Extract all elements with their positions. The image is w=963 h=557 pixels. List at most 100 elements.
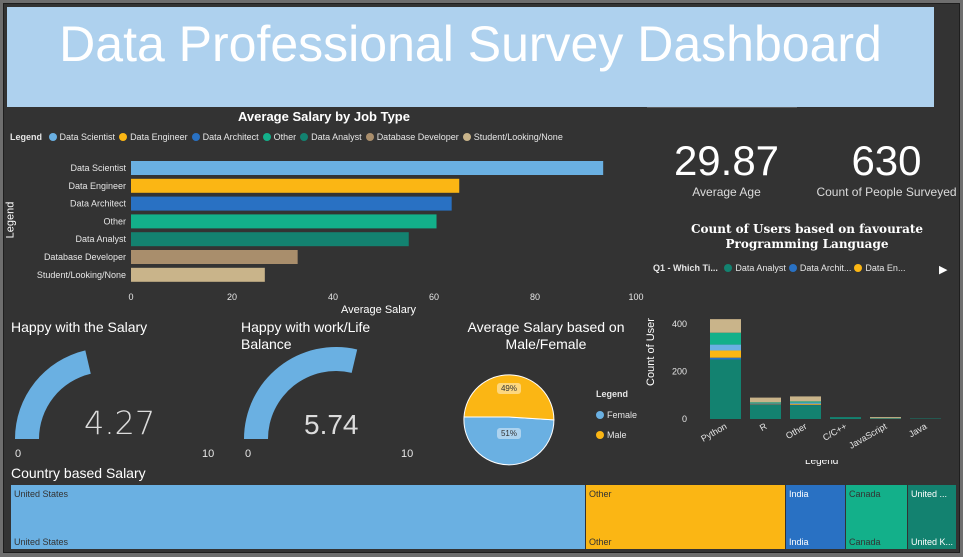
gauge1-fill-arc (15, 350, 91, 439)
legend-item-student-looking-none[interactable]: Student/Looking/None (462, 132, 563, 142)
lang-x-label-javascript: JavaScript (847, 421, 889, 451)
legend-title: Legend (10, 132, 43, 142)
legend-item-data-engineer[interactable]: Data Engineer (119, 132, 188, 142)
legend-dot (596, 411, 604, 419)
bar-label-student-looking-none: Student/Looking/None (37, 270, 126, 280)
bar-label-data-architect: Data Architect (70, 199, 127, 209)
bar-student-looking-none (131, 267, 265, 282)
treemap-cell-canada[interactable]: Canada Canada (846, 485, 908, 549)
x-tick-20: 20 (227, 292, 237, 302)
legend-label: Data Architect (202, 132, 259, 142)
language-legend-items: Data Analyst Data Archit... Data En... (724, 263, 908, 273)
pie-data-label-male: 49% (501, 384, 517, 393)
legend-label: Female (607, 410, 638, 420)
bar-chart-legend: Legend Data Scientist Data Engineer Data A… (10, 132, 567, 142)
treemap-cell-category: United K... (911, 537, 954, 547)
gauge2-title: Happy with work/Life Balance (241, 319, 370, 353)
lang-bar-python-seg3 (710, 344, 741, 351)
gauge2-fill-arc (244, 347, 358, 439)
legend-label: Student/Looking/None (473, 132, 563, 142)
legend-label: Data Analyst (735, 263, 786, 273)
language-legend-item[interactable]: Data En... (854, 263, 905, 273)
bar-data-scientist (131, 161, 604, 175)
legend-item-data-architect[interactable]: Data Architect (191, 132, 259, 142)
pie-data-label-bg (497, 428, 521, 439)
lang-bar-c-c-seg0 (830, 417, 861, 419)
pie-legend-item-male[interactable]: Male (596, 425, 637, 445)
bar-data-engineer (131, 178, 460, 193)
treemap-cell-other[interactable]: Other Other (586, 485, 786, 549)
legend-dot (191, 133, 200, 141)
legend-label: Other (273, 132, 297, 142)
treemap-cell-india[interactable]: India India (786, 485, 846, 549)
country-salary-treemap[interactable]: Country based Salary United States United… (4, 463, 959, 552)
language-chart-title: Count of Users based on favourate Progra… (647, 222, 959, 252)
legend-dot (262, 133, 271, 141)
salary-happiness-gauge[interactable]: Happy with the Salary 4.27 0 10 (4, 314, 229, 469)
lang-bar-other-seg3 (790, 402, 821, 404)
legend-item-data-analyst[interactable]: Data Analyst (300, 132, 362, 142)
treemap-title: Country based Salary (11, 465, 146, 481)
lang-bar-r-seg5 (750, 397, 781, 403)
pie-legend: Female Male (596, 405, 637, 445)
legend-dot (365, 133, 374, 141)
language-legend-item[interactable]: Data Archit... (788, 263, 852, 273)
pie-title-line1: Average Salary based on (467, 319, 625, 335)
lang-bar-other-seg2 (790, 403, 821, 405)
bar-label-data-scientist: Data Scientist (70, 163, 126, 173)
count-surveyed-label: Count of People Surveyed (816, 185, 957, 199)
bar-label-data-engineer: Data Engineer (68, 181, 126, 191)
legend-label: Data En... (865, 263, 906, 273)
legend-label: Data Scientist (59, 132, 116, 142)
treemap-cell-label: United States (14, 489, 69, 499)
lang-bar-python-seg1 (710, 357, 741, 360)
salary-by-job-visual[interactable]: Average Salary by Job Type Legend Data S… (4, 107, 644, 319)
legend-label: Data Analyst (311, 132, 362, 142)
worklife-happiness-gauge[interactable]: Happy with work/Life Balance 5.74 0 10 (234, 314, 454, 469)
lang-x-label-python: Python (699, 421, 728, 444)
treemap-cell-united-states[interactable]: United States United States (11, 485, 586, 549)
dashboard-title: Data Professional Survey Dashboard (59, 16, 882, 72)
pie-title-line2: Male/Female (505, 336, 587, 352)
lang-x-label-java: Java (907, 421, 928, 439)
treemap-cell-category: Canada (849, 537, 881, 547)
lang-bar-r-seg0 (750, 404, 781, 419)
legend-items: Data Scientist Data Engineer Data Architec… (48, 132, 567, 142)
treemap-cell-label: India (789, 489, 809, 499)
gender-salary-pie-visual[interactable]: Average Salary based on Male/Female 51% 4… (451, 314, 641, 469)
x-tick-100: 100 (628, 292, 643, 302)
lang-x-label-c-c: C/C++ (821, 421, 849, 443)
divider (647, 107, 797, 108)
pie-chart-svg: 51% 49% (463, 374, 555, 466)
x-tick-60: 60 (429, 292, 439, 302)
legend-item-database-developer[interactable]: Database Developer (365, 132, 459, 142)
legend-dot (462, 133, 471, 141)
average-age-label: Average Age (692, 185, 761, 199)
legend-dot (596, 431, 604, 439)
lang-bar-other-seg5 (790, 396, 821, 402)
legend-label: Data Archit... (799, 263, 852, 273)
gauge1-min: 0 (15, 448, 22, 460)
legend-label: Database Developer (376, 132, 459, 142)
lang-bar-javascript-seg0 (870, 418, 901, 419)
legend-item-other[interactable]: Other (262, 132, 297, 142)
language-legend-item[interactable]: Data Analyst (724, 263, 786, 273)
gauge2-title-line1: Happy with work/Life (241, 319, 371, 335)
pie-title: Average Salary based on Male/Female (451, 319, 641, 353)
lang-y-tick-200: 200 (672, 366, 687, 376)
treemap-cell-united[interactable]: United ... United K... (908, 485, 957, 549)
legend-item-data-scientist[interactable]: Data Scientist (48, 132, 116, 142)
pie-legend-item-female[interactable]: Female (596, 405, 637, 425)
language-legend-title: Q1 - Which Ti... (653, 263, 718, 273)
legend-next-arrow-icon[interactable]: ▶ (939, 264, 948, 276)
lang-bar-r-seg4 (750, 402, 781, 404)
language-chart-title-line2: Programming Language (725, 237, 889, 251)
language-chart-visual[interactable]: Count of Users based on favourate Progra… (645, 216, 959, 466)
bar-chart-svg: Data Scientist Data Engineer Data Architec… (37, 161, 644, 302)
pie-legend-title: Legend (596, 389, 629, 399)
count-surveyed-value: 630 (851, 137, 922, 184)
lang-bar-other-seg0 (790, 405, 821, 419)
gauge1-title: Happy with the Salary (11, 319, 148, 335)
lang-bar-javascript-seg5 (870, 417, 901, 419)
lang-x-label-r: R (758, 421, 769, 433)
